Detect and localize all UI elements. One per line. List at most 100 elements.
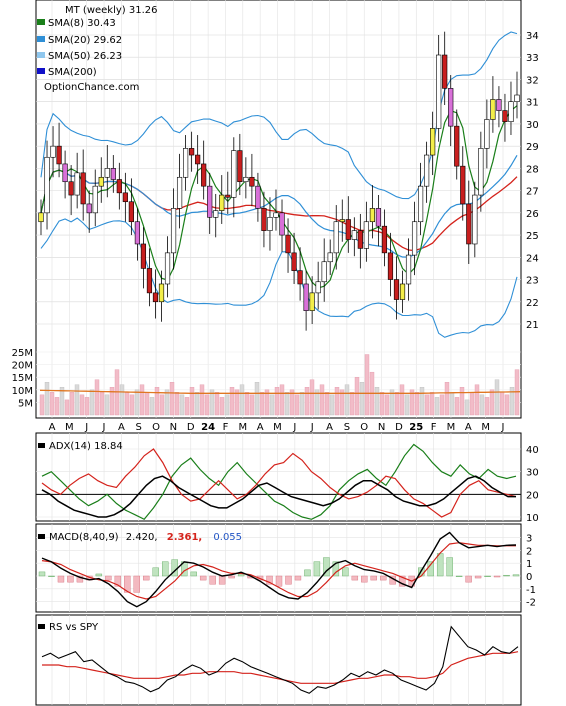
x-tick-label: O <box>152 422 160 433</box>
candle-body <box>393 279 400 300</box>
candle-body <box>309 292 315 311</box>
macd-histogram-bar <box>465 575 472 583</box>
chart-title: MT (weekly) 31.26 <box>65 5 158 16</box>
candle-body <box>417 185 424 223</box>
volume-bar <box>484 397 490 416</box>
candle-body <box>460 165 466 205</box>
candle-body <box>261 208 267 231</box>
candle-body <box>273 212 279 218</box>
volume-bar <box>284 392 290 416</box>
volume-bar <box>399 384 405 416</box>
volume-bar <box>84 397 90 416</box>
volume-bar <box>434 397 440 416</box>
volume-bar <box>234 389 240 416</box>
volume-bar <box>429 392 435 416</box>
candle-body <box>315 281 321 294</box>
volume-bar <box>224 394 230 416</box>
candle-body <box>291 252 297 271</box>
volume-bar <box>59 387 65 416</box>
candle-body <box>219 194 225 211</box>
volume-bar <box>379 392 385 416</box>
volume-bar <box>69 392 75 416</box>
x-tick-label: M <box>238 422 247 433</box>
candle-body <box>170 208 177 254</box>
price-candles <box>38 31 520 331</box>
volume-bar <box>299 392 305 416</box>
volume-bar <box>119 384 125 416</box>
x-tick-label: J <box>310 422 314 433</box>
bollinger-lower-line <box>40 217 518 338</box>
price-tick-label: 28 <box>526 164 539 175</box>
volume-bar <box>219 397 225 416</box>
macd-histogram-bar <box>455 575 463 578</box>
candle-body <box>38 212 44 223</box>
volume-bar <box>499 392 505 416</box>
macd-histogram-bar <box>105 575 112 581</box>
macd-histogram-bar <box>76 575 84 583</box>
adx-tick-label: 10 <box>526 513 539 524</box>
candle-body <box>207 185 213 218</box>
candle-body <box>484 119 490 149</box>
candle-body <box>134 221 141 245</box>
legend-sma50: SMA(50) 26.23 <box>48 51 122 62</box>
volume-bar <box>214 392 220 416</box>
macd-histogram-bar <box>124 575 131 593</box>
macd-panel-frame <box>35 523 522 613</box>
price-tick-label: 23 <box>526 276 539 287</box>
macd-tick-label: 0 <box>526 572 532 583</box>
x-tick-label: F <box>223 422 229 433</box>
candle-body <box>267 216 273 231</box>
candle-body <box>152 292 159 303</box>
candle-body <box>237 150 243 183</box>
macd-histogram-bar <box>446 557 453 577</box>
adx-title: ADX(14) 18.84 <box>49 441 123 452</box>
macd-histogram-bar <box>199 575 207 581</box>
legend-swatch-sma50 <box>37 52 45 58</box>
macd-histogram-bar <box>294 575 302 581</box>
x-tick-label: A <box>326 422 333 433</box>
volume-bar <box>414 392 420 416</box>
volume-bar <box>294 394 300 416</box>
x-tick-label: O <box>360 422 368 433</box>
price-panel-frame <box>35 0 522 419</box>
macd-signal-value: 2.361, <box>167 532 202 543</box>
macd-histogram-bar <box>285 575 292 585</box>
macd-histogram-bar <box>313 561 321 577</box>
volume-bar <box>74 384 80 416</box>
candle-body <box>321 261 327 283</box>
candle-body <box>387 252 394 280</box>
candle-body <box>502 110 508 123</box>
volume-average-line <box>39 389 521 394</box>
volume-bar <box>164 389 170 416</box>
candle-body <box>128 201 134 223</box>
candle-body <box>249 176 255 187</box>
volume-tick-label: 10M <box>12 386 33 397</box>
candle-body <box>140 243 147 269</box>
candle-body <box>44 156 50 214</box>
price-tick-label: 32 <box>526 75 539 86</box>
volume-bar <box>389 389 395 416</box>
volume-tick-label: 20M <box>12 361 33 372</box>
x-tick-label: N <box>170 422 177 433</box>
x-tick-label: D <box>395 422 403 433</box>
volume-bar <box>134 389 140 416</box>
volume-bar <box>304 387 310 416</box>
price-tick-label: 27 <box>526 187 539 198</box>
macd-histogram-bar <box>503 574 510 577</box>
candle-body <box>448 88 454 127</box>
legend-swatch-sma200 <box>37 68 45 74</box>
volume-bar <box>254 382 260 416</box>
macd-histogram-bar <box>209 575 216 585</box>
volume-bar <box>64 399 70 416</box>
volume-bar <box>154 387 160 416</box>
volume-bar <box>139 384 145 416</box>
volume-bar <box>249 394 255 416</box>
volume-bar <box>419 387 425 416</box>
x-tick-label: 24 <box>201 422 215 433</box>
volume-bar <box>329 394 335 416</box>
candle-body <box>116 179 122 194</box>
volume-bar <box>179 394 185 416</box>
adx-line <box>41 475 516 518</box>
macd-histogram-bar <box>342 567 349 577</box>
volume-bars <box>39 354 521 416</box>
